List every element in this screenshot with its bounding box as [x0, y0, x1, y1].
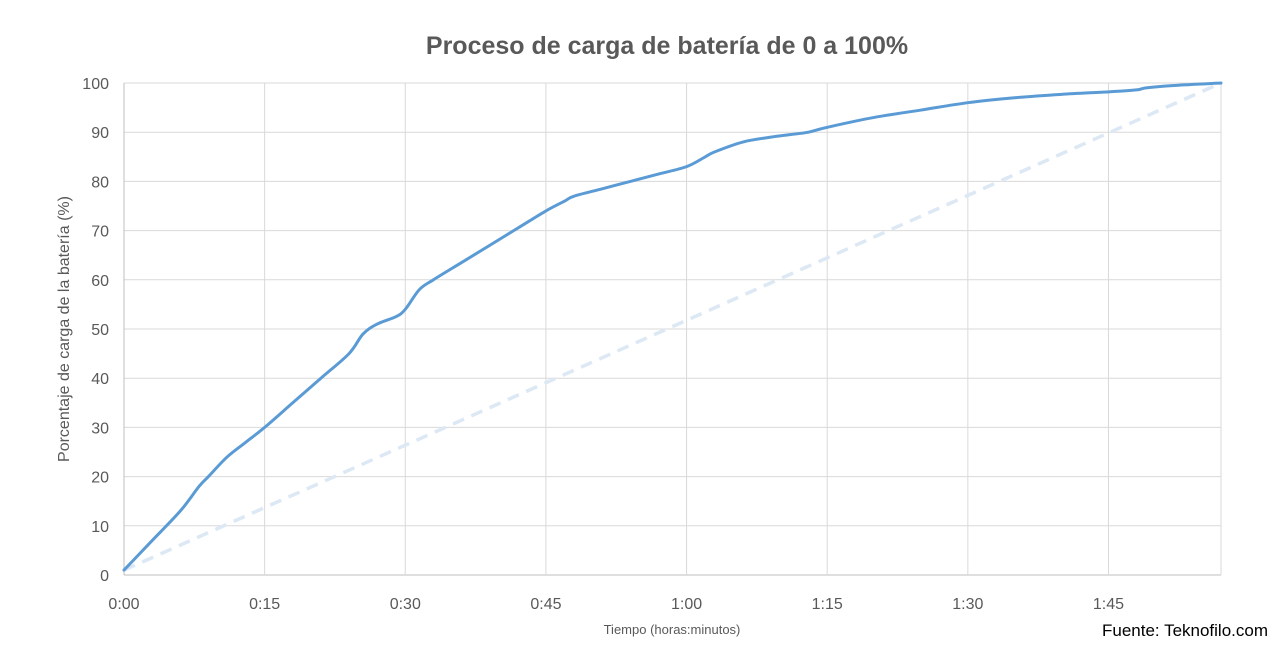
- x-tick-label: 0:45: [530, 596, 561, 613]
- y-tick-label: 40: [91, 371, 109, 388]
- source-note: Fuente: Teknofilo.com: [1102, 621, 1268, 640]
- x-tick-label: 1:00: [671, 596, 702, 613]
- x-tick-label: 0:00: [108, 596, 139, 613]
- x-tick-label: 0:30: [390, 596, 421, 613]
- x-tick-label: 1:45: [1093, 596, 1124, 613]
- y-tick-label: 20: [91, 470, 109, 487]
- x-tick-label: 1:30: [952, 596, 983, 613]
- y-tick-label: 10: [91, 519, 109, 536]
- y-tick-label: 100: [82, 76, 109, 93]
- y-tick-label: 30: [91, 420, 109, 437]
- y-axis-title: Porcentaje de carga de la batería (%): [56, 196, 73, 462]
- y-tick-label: 70: [91, 224, 109, 241]
- x-axis-title: Tiempo (horas:minutos): [604, 622, 741, 637]
- tick-label-layer: 0 10 20 30 40 50 60 70 80 90 100 0:00 0:15 0:30 0:45 1:…: [82, 76, 1124, 613]
- x-tick-label: 0:15: [249, 596, 280, 613]
- y-tick-label: 60: [91, 273, 109, 290]
- y-tick-label: 50: [91, 322, 109, 339]
- y-tick-label: 90: [91, 125, 109, 142]
- series-line-charge: [122, 81, 1223, 572]
- series-layer: [122, 81, 1223, 572]
- x-tick-label: 1:15: [812, 596, 843, 613]
- y-tick-label: 80: [91, 174, 109, 191]
- series-line-reference: [123, 81, 1222, 572]
- y-tick-label: 0: [100, 568, 109, 585]
- grid-layer: [123, 82, 1222, 576]
- chart-title: Proceso de carga de batería de 0 a 100%: [426, 32, 908, 60]
